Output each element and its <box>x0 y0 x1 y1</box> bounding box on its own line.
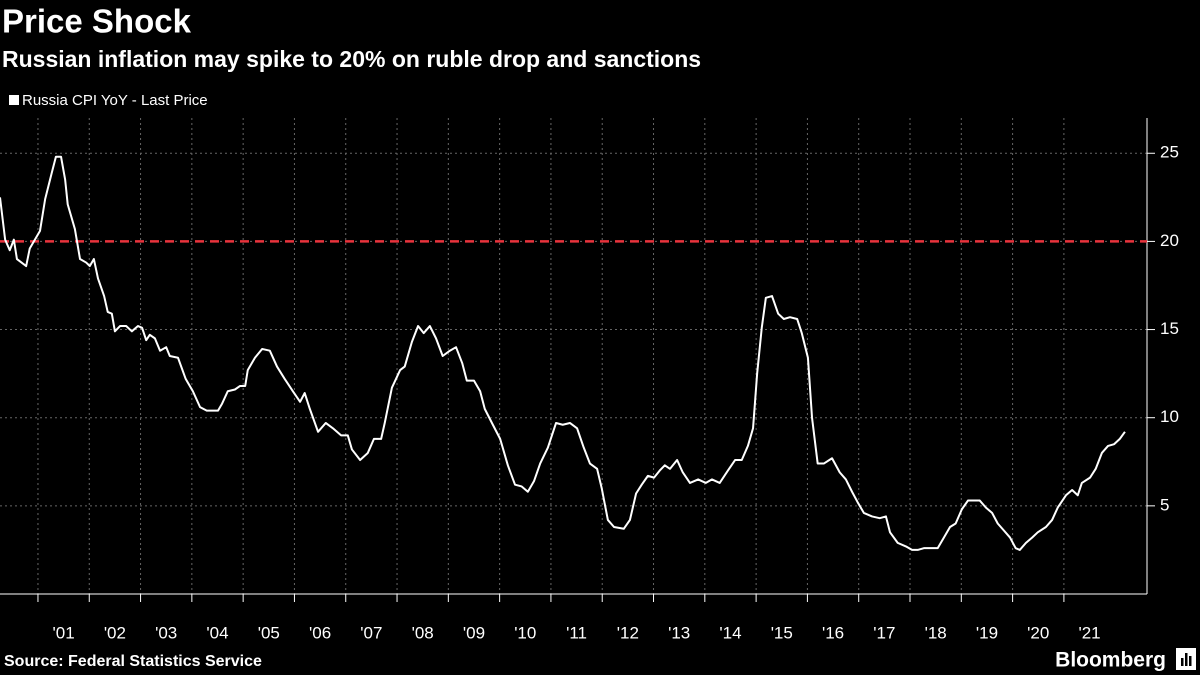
x-tick-label: '11 <box>566 623 587 642</box>
x-tick-label: '12 <box>617 623 639 642</box>
y-tick-label: 20 <box>1160 231 1179 250</box>
y-tick-label: 15 <box>1160 319 1179 338</box>
x-tick-label: '05 <box>258 623 280 642</box>
chart-title: Price Shock <box>2 3 192 40</box>
line-series <box>0 155 1126 551</box>
icon-bar <box>1189 656 1192 666</box>
x-tick-label: '02 <box>104 623 126 642</box>
legend: Russia CPI YoY - Last Price <box>9 92 208 109</box>
y-tick-label: 10 <box>1160 407 1179 426</box>
x-tick-label: '06 <box>309 623 331 642</box>
x-tick-label: '03 <box>155 623 177 642</box>
x-tick-label: '20 <box>1027 623 1049 642</box>
x-tick-label: '17 <box>873 623 895 642</box>
x-tick-label: '04 <box>206 623 228 642</box>
icon-bar <box>1181 658 1184 666</box>
brand-icon <box>1176 648 1196 670</box>
legend-label: Russia CPI YoY - Last Price <box>22 92 208 109</box>
x-tick-label: '13 <box>668 623 690 642</box>
x-tick-label: '21 <box>1078 623 1100 642</box>
x-tick-label: '01 <box>53 623 75 642</box>
icon-bar <box>1185 653 1188 666</box>
brand: Bloomberg <box>1055 649 1166 672</box>
chart-subtitle: Russian inflation may spike to 20% on ru… <box>2 46 701 72</box>
x-tick-label: '15 <box>771 623 793 642</box>
x-tick-label: '09 <box>463 623 485 642</box>
x-tick-label: '19 <box>976 623 998 642</box>
x-tick-label: '10 <box>514 623 536 642</box>
y-tick-label: 5 <box>1160 495 1169 514</box>
x-tick-label: '18 <box>925 623 947 642</box>
source: Source: Federal Statistics Service <box>4 653 262 670</box>
x-tick-label: '08 <box>412 623 434 642</box>
legend-swatch <box>9 95 19 105</box>
y-tick-label: 25 <box>1160 143 1179 162</box>
x-tick-label: '16 <box>822 623 844 642</box>
x-tick-label: '14 <box>719 623 741 642</box>
x-tick-label: '07 <box>360 623 382 642</box>
